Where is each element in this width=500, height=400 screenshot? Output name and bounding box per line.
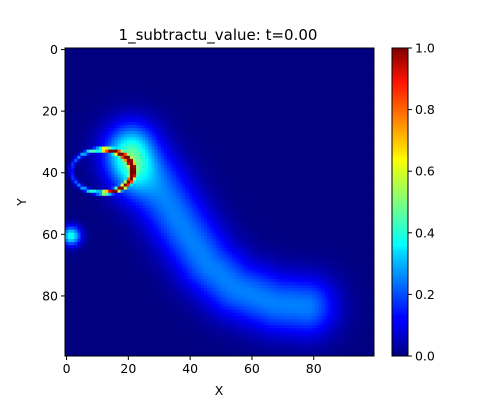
- heatmap-cells: [65, 48, 375, 357]
- y-axis-ticks: 0 20 40 60 80: [42, 42, 65, 303]
- x-axis-ticks: 0 20 40 60 80: [63, 356, 322, 376]
- chart-title: 1_subtractu_value: t=0.00: [119, 26, 318, 45]
- plot-frame: [64, 47, 375, 357]
- y-tick-label: 60: [42, 227, 58, 242]
- x-axis-label: X: [215, 383, 224, 398]
- colorbar-tick-label: 0.4: [415, 225, 435, 240]
- y-tick-label: 80: [42, 288, 58, 303]
- colorbar-tick-label: 0.6: [415, 164, 435, 179]
- colorbar-tick-label: 0.2: [415, 287, 435, 302]
- x-tick-label: 20: [120, 361, 136, 376]
- colorbar-tick-label: 0.8: [415, 102, 435, 117]
- x-tick-label: 40: [182, 361, 198, 376]
- y-tick-label: 40: [42, 165, 58, 180]
- colorbar-tick-label: 0.0: [415, 349, 435, 364]
- x-tick-label: 80: [306, 361, 322, 376]
- y-tick-label: 20: [42, 104, 58, 119]
- y-axis-label: Y: [14, 198, 29, 207]
- colorbar: [391, 47, 409, 357]
- x-tick-label: 0: [63, 361, 71, 376]
- x-tick-label: 60: [244, 361, 260, 376]
- colorbar-tick-label: 1.0: [415, 41, 435, 56]
- y-tick-label: 0: [50, 42, 58, 57]
- colorbar-ticks: 0.0 0.2 0.4 0.6 0.8 1.0: [408, 41, 435, 364]
